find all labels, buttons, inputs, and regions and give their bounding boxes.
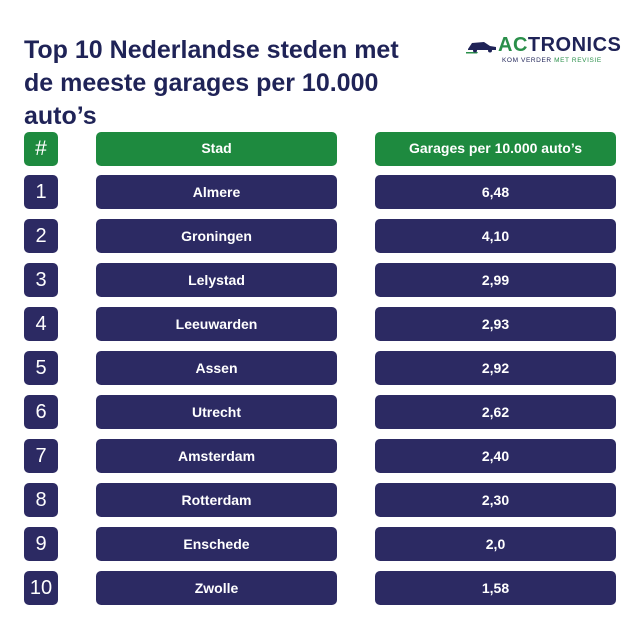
logo-tagline-dark: KOM VERDER <box>502 57 555 64</box>
row-city: Groningen <box>96 219 337 253</box>
car-icon <box>466 42 496 54</box>
row-city: Rotterdam <box>96 483 337 517</box>
row-city: Assen <box>96 351 337 385</box>
logo-tagline: KOM VERDER MET REVISIE <box>502 57 602 64</box>
column-header-value: Garages per 10.000 auto’s <box>375 132 616 166</box>
row-rank: 10 <box>24 571 58 605</box>
row-rank: 1 <box>24 175 58 209</box>
row-value: 2,93 <box>375 307 616 341</box>
row-value: 2,40 <box>375 439 616 473</box>
column-header-city: Stad <box>96 132 337 166</box>
title-line-1: Top 10 Nederlandse steden met <box>24 36 399 64</box>
row-value: 2,30 <box>375 483 616 517</box>
row-value: 2,0 <box>375 527 616 561</box>
row-city: Leeuwarden <box>96 307 337 341</box>
row-city: Amsterdam <box>96 439 337 473</box>
row-value: 6,48 <box>375 175 616 209</box>
row-value: 2,62 <box>375 395 616 429</box>
logo-wordmark: ACTRONICS <box>498 34 621 57</box>
row-value: 1,58 <box>375 571 616 605</box>
row-value: 4,10 <box>375 219 616 253</box>
row-value: 2,92 <box>375 351 616 385</box>
row-city: Zwolle <box>96 571 337 605</box>
row-city: Utrecht <box>96 395 337 429</box>
logo-wordmark-prefix: AC <box>498 34 528 56</box>
logo-wordmark-rest: TRONICS <box>527 34 622 56</box>
row-city: Enschede <box>96 527 337 561</box>
row-rank: 3 <box>24 263 58 297</box>
row-rank: 6 <box>24 395 58 429</box>
row-rank: 2 <box>24 219 58 253</box>
column-header-rank: # <box>24 132 58 166</box>
row-rank: 4 <box>24 307 58 341</box>
row-rank: 8 <box>24 483 58 517</box>
row-rank: 5 <box>24 351 58 385</box>
row-value: 2,99 <box>375 263 616 297</box>
row-rank: 7 <box>24 439 58 473</box>
row-city: Lelystad <box>96 263 337 297</box>
logo-tagline-green: MET REVISIE <box>554 57 602 64</box>
row-city: Almere <box>96 175 337 209</box>
title-line-2: de meeste garages per 10.000 auto’s <box>24 69 379 130</box>
actronics-logo: ACTRONICS KOM VERDER MET REVISIE <box>462 34 622 70</box>
row-rank: 9 <box>24 527 58 561</box>
chart-title: Top 10 Nederlandse steden met de meeste … <box>24 34 454 133</box>
